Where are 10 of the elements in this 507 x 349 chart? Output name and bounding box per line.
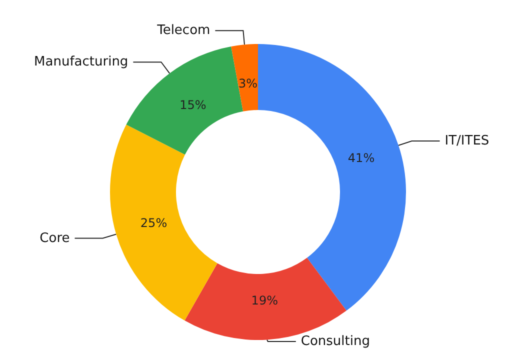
data-label: 15% [180, 98, 206, 112]
data-label: 41% [348, 150, 375, 165]
slice-label: Core [40, 230, 70, 246]
slice-label: Consulting [300, 334, 370, 349]
data-label: 25% [140, 216, 168, 230]
slice-label: Manufacturing [34, 54, 128, 70]
slice-label: Telecom [156, 23, 210, 38]
data-label: 3% [238, 76, 258, 91]
data-label: 19% [251, 294, 278, 308]
slice-label: IT/ITES [444, 134, 490, 148]
